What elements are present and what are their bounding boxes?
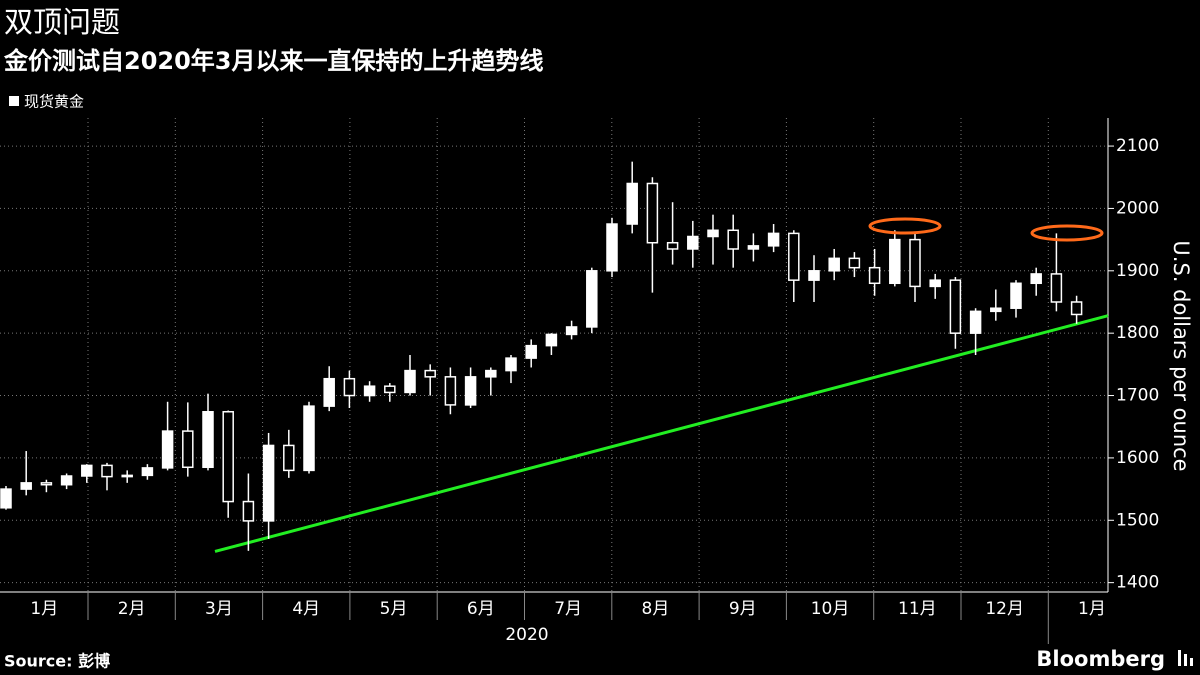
candle-body: [182, 430, 194, 469]
trendline: [214, 314, 1109, 553]
candle-body: [808, 270, 820, 281]
candle-body: [949, 279, 962, 334]
x-tick-label: 4月: [292, 599, 320, 619]
highlight-ring: [1030, 224, 1104, 242]
candle-body: [788, 232, 800, 281]
x-tick-label: 7月: [554, 599, 582, 619]
y-tick-label: 2000: [1116, 198, 1159, 218]
candle-body: [969, 310, 982, 334]
candle-body: [363, 385, 376, 397]
highlight-ring: [868, 217, 942, 235]
candle-body: [485, 369, 497, 378]
candle-body: [444, 376, 457, 406]
x-tick-label: 5月: [380, 599, 408, 619]
source: Source: 彭博: [4, 652, 110, 671]
candle-body: [1070, 301, 1083, 316]
x-tick-label: 9月: [729, 599, 757, 619]
candle-body: [1030, 273, 1042, 285]
candle-body: [606, 223, 618, 272]
brand: Bloomberg: [1036, 647, 1165, 671]
candle-body: [20, 482, 32, 490]
y-tick-label: 2100: [1116, 136, 1159, 156]
candle-body: [646, 182, 659, 244]
candle-body: [727, 229, 739, 250]
candle-body: [424, 369, 436, 378]
candle-body: [828, 257, 840, 272]
candle-body: [161, 430, 174, 469]
legend-label: 现货黄金: [24, 93, 84, 111]
candle-body: [687, 235, 699, 250]
candle-body: [141, 467, 154, 477]
x-tick-label: 10月: [811, 599, 850, 619]
candle-body: [222, 411, 234, 503]
y-tick-label: 1500: [1116, 510, 1159, 530]
y-tick-label: 1800: [1116, 323, 1159, 343]
candle-body: [666, 241, 679, 250]
candle-body: [565, 326, 578, 336]
candle-body: [1050, 273, 1063, 303]
candle-body: [242, 500, 255, 522]
brand-icon: [1178, 650, 1193, 666]
candle-body: [464, 376, 477, 406]
y-tick-label: 1600: [1116, 448, 1159, 468]
chart-subtitle: 金价测试自2020年3月以来一直保持的上升趋势线: [3, 47, 544, 75]
candle-body: [343, 377, 356, 397]
x-tick-label: 12月: [985, 599, 1024, 619]
x-tick-label: 8月: [642, 599, 670, 619]
candle-body: [707, 229, 719, 238]
candle-body: [929, 279, 941, 288]
candle-body: [60, 475, 73, 486]
candle-body: [990, 307, 1002, 313]
candle-body: [283, 444, 295, 472]
candle-body: [626, 182, 638, 225]
x-tick-label: 3月: [205, 599, 233, 619]
candle-body: [81, 464, 93, 477]
candle-body: [525, 344, 537, 359]
candle-body: [1010, 282, 1022, 309]
x-tick-label: 11月: [898, 599, 937, 619]
x-tick-label: 1月: [1078, 599, 1106, 619]
candle-body: [303, 405, 315, 472]
candle-body: [909, 238, 921, 288]
candle-body: [545, 333, 558, 347]
x-tick-label: 6月: [467, 599, 495, 619]
candle-body: [747, 245, 760, 250]
x-tick-label: 2月: [118, 599, 146, 619]
candle-body: [262, 444, 275, 522]
candle-body: [404, 369, 416, 394]
candle-body: [868, 266, 881, 285]
candle-body: [767, 232, 780, 247]
y-tick-label: 1900: [1116, 261, 1159, 281]
candle-body: [505, 357, 517, 372]
chart-title: 双顶问题: [4, 5, 120, 39]
legend-swatch: [9, 96, 19, 106]
candle-body: [121, 474, 133, 478]
candle-body: [40, 482, 53, 486]
candle-body: [323, 377, 335, 407]
y-axis-label: U.S. dollars per ounce: [1169, 240, 1193, 471]
candle-body: [101, 464, 113, 478]
x-tick-label: 1月: [30, 599, 58, 619]
candle-body: [586, 270, 598, 328]
y-tick-label: 1400: [1116, 573, 1159, 593]
y-tick-label: 1700: [1116, 386, 1159, 406]
candle-body: [0, 488, 12, 509]
candle-body: [889, 238, 901, 285]
candle-body: [848, 257, 861, 269]
candle-body: [202, 411, 214, 469]
x-year-label: 2020: [505, 625, 548, 645]
candle-body: [384, 385, 396, 394]
